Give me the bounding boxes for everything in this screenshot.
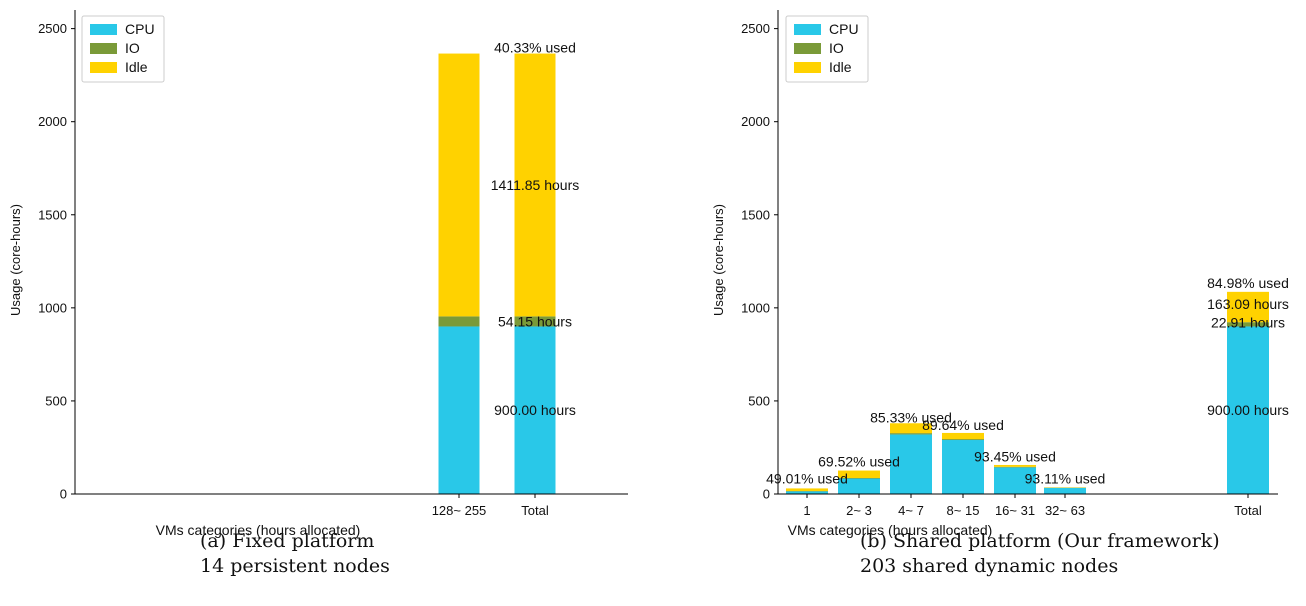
bar-cpu-3 (942, 440, 984, 494)
y-tick-label: 2000 (741, 114, 770, 129)
legend: CPU IO Idle (81, 15, 165, 83)
y-tick-label: 1500 (38, 207, 67, 222)
data-label: 22.91 hours (1211, 315, 1285, 331)
chart-fixed-platform: 0 500 1000 1500 2000 2500 128~ 255 Total VMs cat… (8, 10, 628, 538)
bar-cpu-1 (838, 478, 880, 494)
bar-io-1 (838, 477, 880, 479)
x-tick-label: 32~ 63 (1045, 503, 1085, 518)
legend-swatch-io (794, 43, 821, 54)
x-tick-label: 8~ 15 (947, 503, 980, 518)
bar-io-6 (1227, 322, 1269, 327)
bar-io-0 (438, 316, 480, 327)
legend-label: IO (125, 40, 140, 56)
caption-subtitle: 14 persistent nodes (200, 555, 390, 577)
y-tick-label: 0 (763, 487, 770, 502)
data-label: 1411.85 hours (491, 177, 579, 193)
bar-cpu-4 (994, 467, 1036, 494)
bar-idle-6 (1227, 291, 1269, 323)
x-tick-label: 1 (803, 503, 810, 518)
legend-label: Idle (125, 59, 148, 75)
bar-io-2 (890, 433, 932, 435)
y-tick-label: 1000 (38, 300, 67, 315)
data-label: 85.33% used (870, 409, 952, 425)
caption-title: (b) Shared platform (Our framework) (860, 530, 1220, 552)
y-tick-label: 2500 (38, 21, 67, 36)
legend-swatch-cpu (794, 24, 821, 35)
y-tick-label: 1500 (741, 207, 770, 222)
bar-cpu-5 (1044, 487, 1086, 494)
legend-swatch-idle (794, 62, 821, 73)
caption-subtitle: 203 shared dynamic nodes (860, 555, 1119, 577)
x-tick-label: Total (521, 503, 549, 518)
chart-shared-platform: 0 500 1000 1500 2000 2500 1 2~ 3 4~ 7 8~ 15 16~ 31… (711, 10, 1289, 538)
y-tick-label: 2000 (38, 114, 67, 129)
y-tick-label: 0 (60, 487, 67, 502)
legend-label: CPU (829, 21, 859, 37)
legend-label: Idle (829, 59, 852, 75)
bar-cpu-0 (786, 491, 828, 494)
legend-label: CPU (125, 21, 155, 37)
legend-label: IO (829, 40, 844, 56)
data-label: 54.15 hours (498, 313, 572, 329)
x-tick-label: Total (1234, 503, 1262, 518)
x-tick-label: 16~ 31 (995, 503, 1035, 518)
bar-cpu-2 (890, 434, 932, 494)
caption-title: (a) Fixed platform (200, 530, 375, 552)
bar-io-1 (514, 316, 556, 327)
caption-shared-platform: (b) Shared platform (Our framework) 203 … (860, 529, 1220, 579)
bar-idle-1 (514, 53, 556, 317)
data-label: 49.01% used (766, 471, 848, 487)
data-label: 900.00 hours (1207, 402, 1289, 418)
data-label: 40.33% used (494, 40, 576, 56)
data-label: 93.11% used (1025, 471, 1106, 487)
y-tick-label: 2500 (741, 21, 770, 36)
x-axis-label: VMs categories (hours allocated) (788, 522, 993, 538)
x-axis-label: VMs categories (hours allocated) (156, 522, 361, 538)
bar-cpu-0 (438, 326, 480, 494)
y-tick-label: 500 (45, 393, 67, 408)
bar-idle-0 (786, 488, 828, 492)
x-tick-label: 2~ 3 (846, 503, 872, 518)
data-label: 89.64% used (922, 417, 1004, 433)
x-tick-label: 128~ 255 (432, 503, 487, 518)
caption-fixed-platform: (a) Fixed platform 14 persistent nodes (200, 529, 390, 579)
bar-idle-4 (994, 464, 1036, 467)
bar-idle-3 (942, 432, 984, 440)
y-tick-label: 1000 (741, 300, 770, 315)
bar-idle-2 (890, 423, 932, 434)
bar-idle-0 (438, 53, 480, 317)
legend-swatch-cpu (90, 24, 117, 35)
y-axis-label: Usage (core-hours) (711, 204, 726, 316)
data-label: 900.00 hours (494, 402, 576, 418)
x-tick-label: 4~ 7 (898, 503, 924, 518)
bar-cpu-1 (514, 326, 556, 494)
data-label: 69.52% used (818, 453, 900, 469)
data-label: 93.45% used (974, 448, 1056, 464)
bar-io-4 (994, 466, 1036, 468)
legend-swatch-idle (90, 62, 117, 73)
y-tick-label: 500 (748, 393, 770, 408)
bar-io-3 (942, 439, 984, 441)
bar-idle-1 (838, 470, 880, 478)
data-label: 163.09 hours (1207, 296, 1289, 312)
legend: CPU IO Idle (785, 15, 869, 83)
legend-swatch-io (90, 43, 117, 54)
data-label: 84.98% used (1207, 275, 1289, 291)
bar-cpu-6 (1227, 326, 1269, 494)
y-axis-label: Usage (core-hours) (8, 204, 23, 316)
